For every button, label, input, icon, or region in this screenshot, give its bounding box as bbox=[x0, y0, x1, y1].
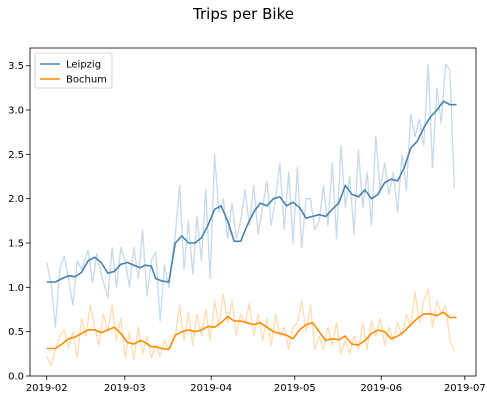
x-tick-label: 2019-05 bbox=[274, 383, 316, 394]
series-line-bochum-rolling bbox=[46, 311, 457, 351]
series-layer bbox=[46, 63, 457, 367]
x-tick-label: 2019-02 bbox=[26, 383, 68, 394]
legend-label-leipzig: Leipzig bbox=[66, 60, 101, 71]
legend: Leipzig Bochum bbox=[34, 52, 113, 89]
x-tick-label: 2019-04 bbox=[190, 383, 232, 394]
y-tick-label: 3.5 bbox=[8, 61, 24, 72]
series-line-leipzig-daily bbox=[46, 63, 455, 328]
x-axis: 2019-02 2019-03 2019-04 2019-05 2019-06 2019-… bbox=[26, 376, 486, 394]
y-tick-label: 1.5 bbox=[8, 239, 24, 250]
y-tick-label: 0.0 bbox=[8, 372, 24, 383]
legend-label-bochum: Bochum bbox=[66, 75, 107, 86]
y-tick-label: 2.0 bbox=[8, 194, 24, 205]
chart-title: Trips per Bike bbox=[193, 5, 294, 23]
y-tick-label: 0.5 bbox=[8, 327, 24, 338]
y-tick-label: 2.5 bbox=[8, 150, 24, 161]
x-tick-label: 2019-03 bbox=[104, 383, 146, 394]
x-tick-label: 2019-07 bbox=[444, 383, 486, 394]
series-line-leipzig-rolling bbox=[46, 100, 457, 283]
y-tick-label: 1.0 bbox=[8, 283, 24, 294]
plot-frame bbox=[29, 47, 477, 377]
y-axis: 0.0 0.5 1.0 1.5 2.0 2.5 3.0 3.5 bbox=[8, 61, 30, 383]
x-tick-label: 2019-06 bbox=[360, 383, 402, 394]
y-tick-label: 3.0 bbox=[8, 106, 24, 117]
series-line-bochum-daily bbox=[46, 288, 455, 367]
